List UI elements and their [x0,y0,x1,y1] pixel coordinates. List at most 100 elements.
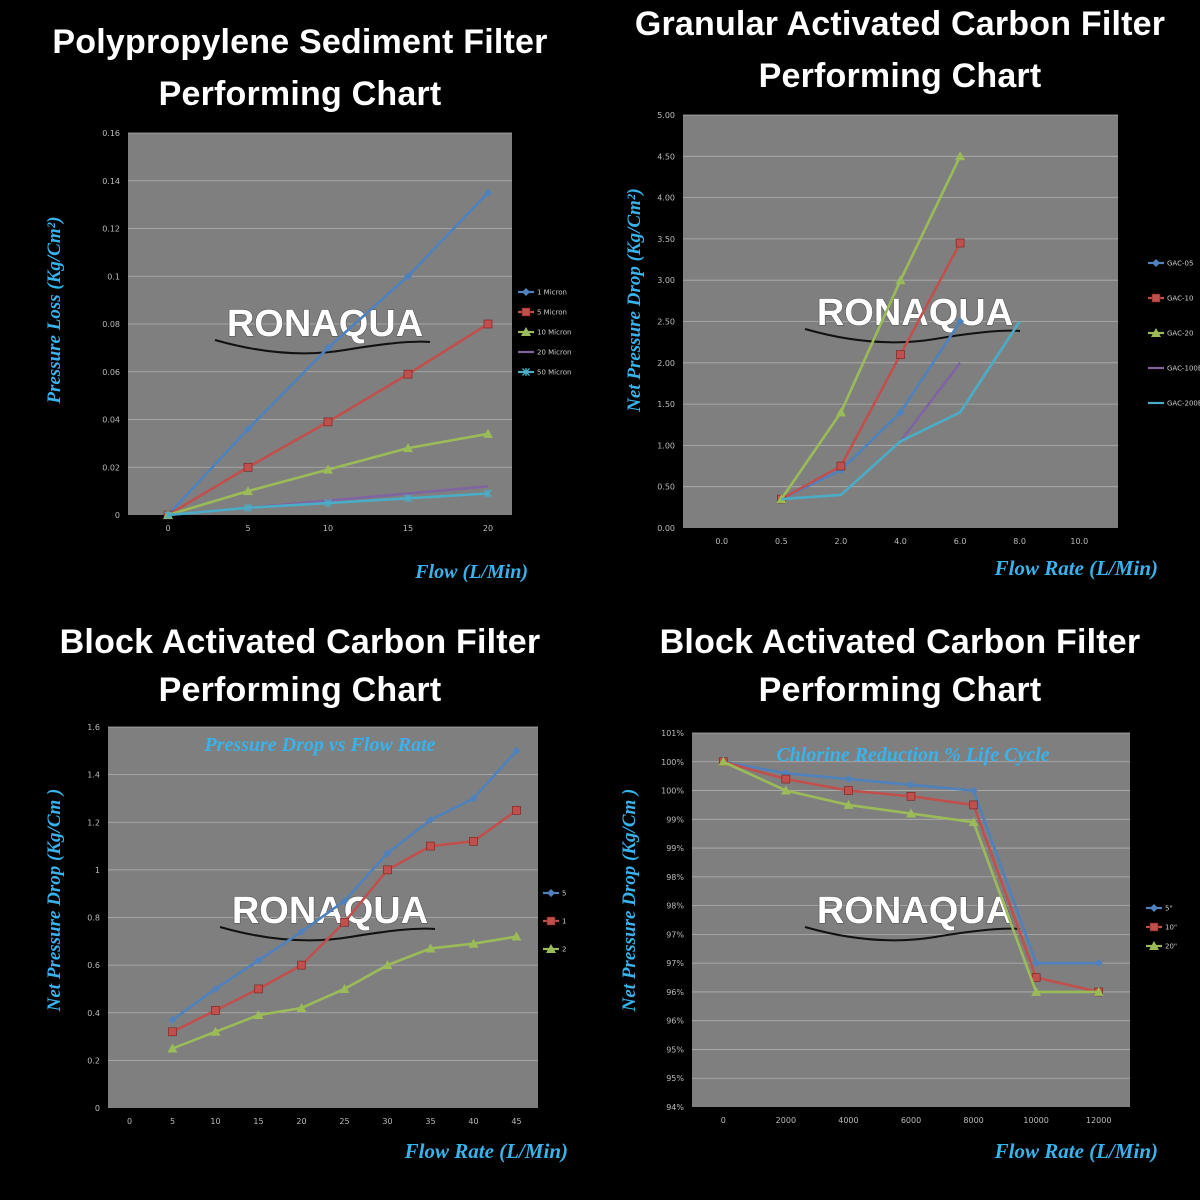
x-tick-label: 10000 [1023,1116,1048,1125]
data-point [835,407,846,417]
x-tick-label: 8000 [963,1116,983,1125]
chart-title-line2: Performing Chart [158,671,442,709]
data-point [254,984,263,994]
legend-label: 20" [1165,943,1177,951]
data-point [969,786,978,795]
y-tick-label: 100% [661,758,684,767]
x-tick-label: 2000 [776,1116,796,1125]
data-point [780,785,791,795]
data-point [168,1027,177,1037]
data-point [718,756,729,766]
legend-marker [1152,259,1160,267]
x-tick-label: 30 [382,1117,392,1126]
data-point [243,486,253,496]
x-tick-label: 6.0 [954,537,967,546]
data-point [844,786,853,795]
legend-label: 5 [562,890,566,898]
data-point [1031,986,1042,996]
x-axis-label: Flow Rate (L/Min) [994,556,1158,580]
legend-marker [522,368,530,376]
legend-marker [1149,941,1159,950]
y-tick-label: 0.8 [87,914,100,923]
y-tick-label: 0.6 [87,961,100,970]
data-point [382,960,393,970]
legend-marker [1151,293,1161,303]
legend-label: GAC-200B [1167,400,1200,408]
data-point [1032,959,1041,968]
data-point [469,794,478,803]
y-tick-label: 0.06 [102,368,120,377]
x-tick-label: 35 [425,1117,435,1126]
legend-label: 50 Micron [537,369,571,377]
legend-label: 10 Micron [537,329,571,337]
y-tick-label: 1.2 [87,818,100,827]
y-tick-label: 0.02 [102,463,120,472]
data-point [956,317,965,326]
x-tick-label: 0.5 [775,537,788,546]
x-tick-label: 0 [165,524,170,533]
data-point [243,462,253,472]
chart-title-line1: Block Activated Carbon Filter [59,623,541,661]
y-tick-label: 95% [666,1045,684,1054]
y-tick-label: 3.00 [657,276,675,285]
watermark-swoosh [214,339,431,355]
legend-marker [521,327,531,336]
y-tick-label: 99% [666,815,684,824]
y-tick-label: 100% [661,787,684,796]
watermark-swoosh [804,926,1021,942]
chart-title-line2: Performing Chart [758,671,1042,709]
chart-svg-pp-sediment: 0 0.02 0.04 0.06 0.08 0.1 0.12 0.14 0.16 0 5 10 15 20… [44,129,571,583]
y-tick-label: 0 [115,511,120,520]
y-tick-label: 0.12 [102,225,120,234]
y-tick-label: 0.14 [102,177,120,186]
chart-panel-block-chlorine: 94% 95% 95% 96% 96% 97% 97% 98% 98% 99% 99% 100% 100… [600,600,1200,1200]
y-tick-label: 4.00 [657,194,675,203]
data-point [844,775,853,784]
data-point [324,343,332,352]
y-axis-label: Pressure Loss (Kg/Cm²) [44,216,65,404]
data-point [383,865,392,875]
chart-subtitle: Chlorine Reduction % Life Cycle [776,744,1049,766]
y-axis-label: Net Pressure Drop (Kg/Cm ) [44,789,65,1013]
data-point [164,511,172,519]
series-line [899,362,962,443]
y-tick-label: 0.2 [87,1056,100,1065]
y-tick-label: 97% [666,930,684,939]
legend-marker [546,916,556,926]
y-tick-label: 0.08 [102,320,120,329]
x-tick-label: 20 [483,524,493,533]
y-tick-label: 2.50 [657,318,675,327]
chart-panel-gac: 0.00 0.50 1.00 1.50 2.00 2.50 3.00 3.50 4.00 4.50… [600,0,1200,600]
x-tick-label: 15 [403,524,413,533]
data-point [339,983,350,993]
data-point [210,1026,221,1036]
legend-label: 5 Micron [537,309,567,317]
data-point [404,494,412,503]
y-tick-label: 96% [666,1017,684,1026]
legend-label: 1 Micron [537,289,567,297]
data-point [404,272,412,281]
legend-label: GAC-05 [1167,260,1193,268]
legend-label: 20 Micron [537,349,571,357]
y-tick-label: 101% [661,729,684,738]
watermark-swoosh [219,926,436,942]
data-point [426,841,435,851]
data-point [469,837,478,846]
x-tick-label: 8.0 [1013,537,1026,546]
x-tick-label: 4.0 [894,537,907,546]
x-axis-label: Flow (L/Min) [414,561,528,583]
data-point [254,956,263,965]
data-point [836,461,846,471]
data-point [483,428,493,438]
y-tick-label: 1 [95,866,100,875]
chart-title-line1: Polypropylene Sediment Filter [52,23,548,61]
y-tick-label: 99% [666,844,684,853]
data-point [1094,959,1103,968]
legend-label: 1 [562,918,566,926]
y-axis-label: Net Pressure Drop (Kg/Cm ) [619,789,640,1013]
legend-marker [1151,328,1161,337]
legend-label: GAC-20 [1167,330,1193,338]
legend-marker [521,307,531,317]
data-point [955,238,965,248]
x-tick-label: 0.0 [715,537,728,546]
